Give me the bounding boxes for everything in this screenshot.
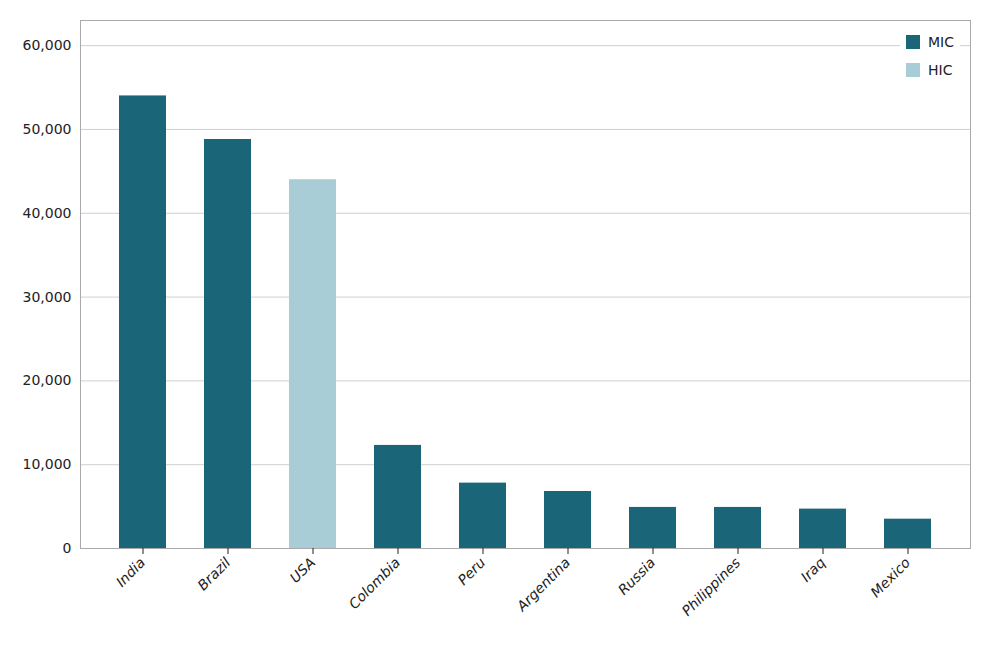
svg-text:Brazil: Brazil xyxy=(194,554,233,593)
svg-text:Philippines: Philippines xyxy=(679,554,744,619)
svg-text:0: 0 xyxy=(63,540,72,556)
svg-text:Colombia: Colombia xyxy=(345,554,403,612)
svg-text:India: India xyxy=(113,554,149,590)
svg-text:USA: USA xyxy=(287,554,319,586)
svg-text:Argentina: Argentina xyxy=(513,554,573,614)
svg-text:20,000: 20,000 xyxy=(23,372,72,388)
svg-text:40,000: 40,000 xyxy=(23,205,72,221)
svg-text:Russia: Russia xyxy=(615,554,659,598)
svg-text:Peru: Peru xyxy=(455,554,489,588)
svg-text:Iraq: Iraq xyxy=(798,554,829,585)
svg-text:10,000: 10,000 xyxy=(23,456,72,472)
html-text:HIC: HIC xyxy=(928,62,953,78)
svg-text:50,000: 50,000 xyxy=(23,121,72,137)
svg-text:30,000: 30,000 xyxy=(23,289,72,305)
svg-text:60,000: 60,000 xyxy=(23,37,72,53)
html-text:MIC: MIC xyxy=(928,34,954,50)
svg-text:Mexico: Mexico xyxy=(867,554,913,600)
